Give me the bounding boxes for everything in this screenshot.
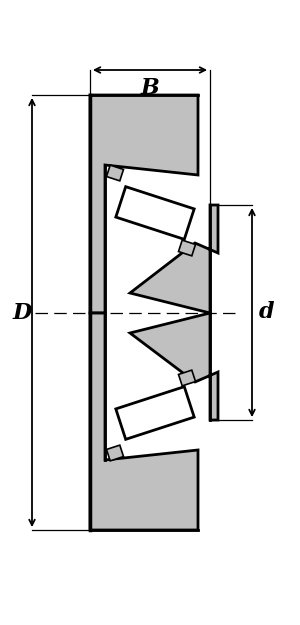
Polygon shape [90, 313, 198, 530]
Polygon shape [106, 445, 124, 461]
Text: B: B [141, 77, 159, 99]
Polygon shape [178, 370, 196, 386]
Polygon shape [178, 240, 196, 256]
Text: d: d [259, 301, 275, 324]
Polygon shape [116, 187, 194, 239]
Polygon shape [130, 205, 218, 313]
Polygon shape [116, 387, 194, 439]
Polygon shape [106, 165, 124, 181]
Text: D: D [12, 302, 32, 324]
Polygon shape [130, 313, 218, 420]
Polygon shape [90, 95, 198, 313]
